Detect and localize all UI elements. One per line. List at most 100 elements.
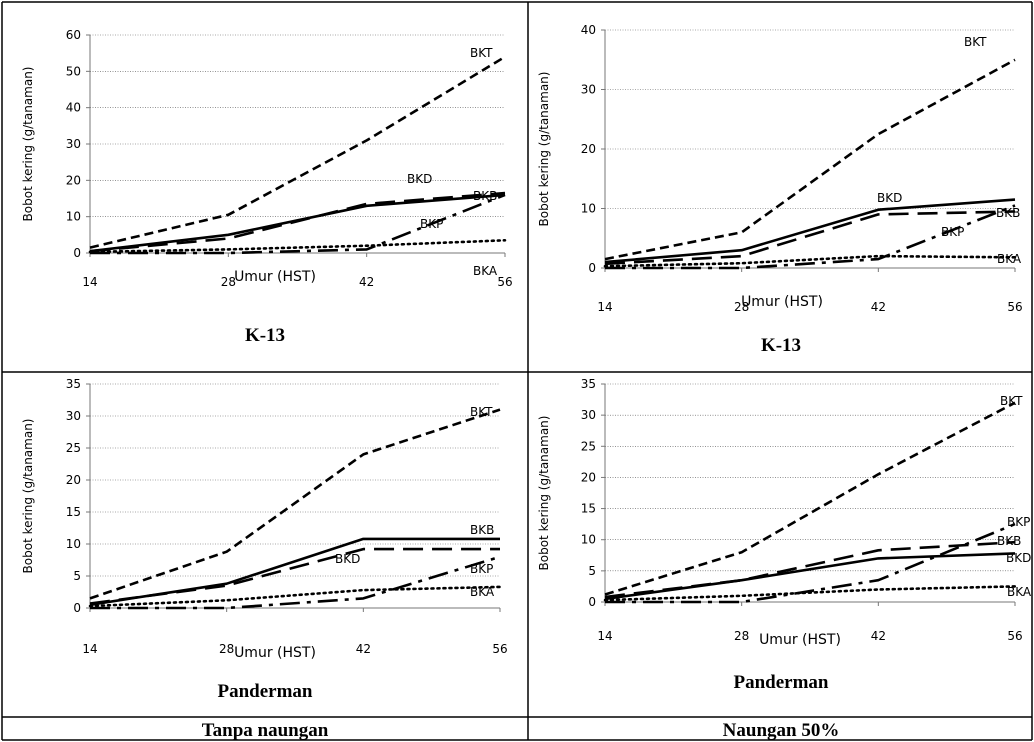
panel-caption: Panderman (734, 672, 829, 693)
y-tick-label: 0 (73, 246, 81, 260)
panel-1: 0 10 20 30 40 50 60 14 28 42 56 Umur (HST) Bobot ker… (21, 28, 513, 346)
y-tick-label: 20 (581, 470, 596, 484)
y-tick-label: 35 (66, 377, 81, 391)
x-tick-label-56: 56 (497, 275, 512, 289)
y-tick-label: 20 (66, 173, 81, 187)
x-tick-label-14: 14 (597, 300, 612, 314)
column-label-tanpa-naungan: Tanpa naungan (202, 720, 329, 741)
series-label-bkp: BKP (470, 562, 493, 576)
series-label-bkt: BKT (470, 405, 493, 419)
y-axis-label: Bobot kering (g/tanaman) (21, 67, 35, 222)
y-tick-label: 40 (581, 23, 596, 37)
series-line-bkd (604, 552, 1016, 601)
x-axis-label: Umur (HST) (741, 294, 823, 310)
y-tick-label: 0 (73, 601, 81, 615)
panel-caption: K-13 (761, 335, 801, 356)
y-tick-label: 25 (66, 441, 81, 455)
y-tick-label: 30 (581, 83, 596, 97)
y-tick-label: 15 (581, 502, 596, 516)
y-tick-label: 30 (66, 137, 81, 151)
x-tick-label-28: 28 (221, 275, 236, 289)
x-tick-label-56: 56 (1007, 300, 1022, 314)
x-tick-label-42: 42 (871, 300, 886, 314)
y-tick-label: 30 (66, 409, 81, 423)
series-line-bka (603, 585, 1017, 602)
panel-2: 0 10 20 30 40 14 28 42 56 Umur (HST) Bobot kering … (537, 23, 1023, 356)
x-axis-label: Umur (HST) (759, 632, 841, 648)
y-tick-label: 20 (581, 142, 596, 156)
series-label-bkp: BKP (1007, 515, 1030, 529)
series-label-bka: BKA (997, 252, 1022, 266)
series-line-bkt (604, 58, 1016, 261)
series-label-bkt: BKT (470, 46, 493, 60)
y-tick-label: 0 (588, 261, 596, 275)
series-line-bka (603, 254, 1017, 268)
y-tick-label: 10 (66, 537, 81, 551)
x-tick-label-28: 28 (219, 642, 234, 656)
panel-caption: Panderman (218, 681, 313, 702)
x-tick-label-42: 42 (871, 629, 886, 643)
series-line-bkt (604, 401, 1016, 596)
series-label-bka: BKA (470, 585, 495, 599)
y-tick-label: 5 (73, 569, 81, 583)
y-tick-label: 20 (66, 473, 81, 487)
y-tick-label: 60 (66, 28, 81, 42)
y-tick-label: 30 (581, 408, 596, 422)
series-line-bkt (89, 55, 506, 249)
series-label-bkt: BKT (1000, 394, 1023, 408)
series-label-bkd: BKD (877, 191, 902, 205)
y-axis-label: Bobot kering (g/tanaman) (21, 419, 35, 574)
series-line-bkt (89, 408, 501, 600)
series-label-bka: BKA (1007, 585, 1032, 599)
series-label-bkd: BKD (335, 552, 360, 566)
y-axis-label: Bobot kering (g/tanaman) (537, 416, 551, 571)
y-tick-label: 40 (66, 101, 81, 115)
x-tick-label-56: 56 (1007, 629, 1022, 643)
x-axis-label: Umur (HST) (234, 269, 316, 285)
panel-4: 0 5 10 15 20 25 30 35 14 28 42 56 Umur (HST) Bobot ke… (537, 377, 1032, 693)
series-label-bkp: BKP (941, 225, 964, 239)
y-tick-label: 25 (581, 439, 596, 453)
y-tick-label: 10 (66, 210, 81, 224)
y-tick-label: 10 (581, 533, 596, 547)
series-line-bkp (605, 204, 1016, 270)
column-label-naungan-50: Naungan 50% (723, 720, 840, 741)
x-tick-label-28: 28 (734, 629, 749, 643)
series-label-bkb: BKB (997, 534, 1021, 548)
series-label-bkd: BKD (407, 172, 432, 186)
series-label-bkp: BKP (420, 217, 443, 231)
series-label-bkd: BKD (1006, 551, 1031, 565)
y-tick-label: 15 (66, 505, 81, 519)
y-axis-label: Bobot kering (g/tanaman) (537, 72, 551, 227)
series-label-bkb: BKB (996, 206, 1020, 220)
series-line-bkb (604, 210, 1016, 266)
series-line-bkp (605, 522, 1016, 604)
x-tick-label-28: 28 (734, 300, 749, 314)
series-line-bkb (89, 191, 506, 253)
series-line-bkd (89, 547, 500, 605)
series-line-bka (88, 585, 502, 608)
series-label-bka: BKA (473, 264, 498, 278)
panel-caption: K-13 (245, 325, 285, 346)
x-tick-label-42: 42 (359, 275, 374, 289)
y-tick-label: 50 (66, 64, 81, 78)
x-axis-label: Umur (HST) (234, 645, 316, 661)
x-tick-label-56: 56 (492, 642, 507, 656)
x-tick-label-14: 14 (82, 275, 97, 289)
x-tick-label-14: 14 (82, 642, 97, 656)
y-tick-label: 5 (588, 564, 596, 578)
series-label-bkb: BKB (470, 523, 494, 537)
x-tick-label-14: 14 (597, 629, 612, 643)
y-tick-label: 0 (588, 595, 596, 609)
x-tick-label-42: 42 (356, 642, 371, 656)
series-line-bka (88, 239, 507, 254)
series-label-bkt: BKT (964, 35, 987, 49)
series-line-bkd (604, 198, 1016, 264)
y-tick-label: 10 (581, 202, 596, 216)
series-line-bkp (90, 193, 506, 255)
series-line-bkp (90, 555, 501, 610)
y-tick-label: 35 (581, 377, 596, 391)
